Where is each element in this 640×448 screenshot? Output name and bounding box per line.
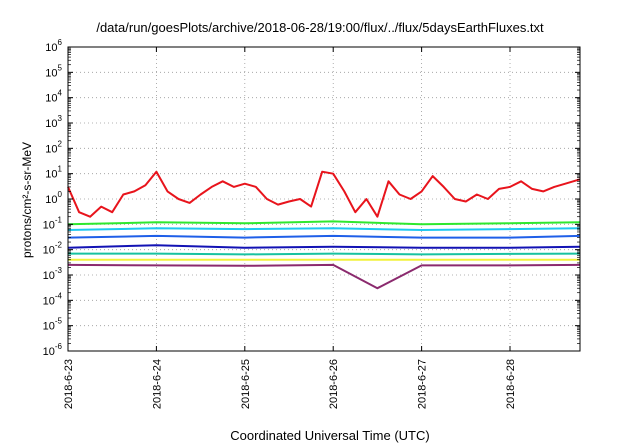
series-line-3 <box>67 227 581 231</box>
y-tick-label: 101 <box>45 165 62 181</box>
series-line-2 <box>67 220 581 226</box>
y-tick-label: 106 <box>45 38 62 54</box>
series-line-8 <box>67 263 581 290</box>
x-axis-label: Coordinated Universal Time (UTC) <box>230 428 430 443</box>
y-axis-label: protons/cm²-s-sr-MeV <box>20 110 34 290</box>
x-axis: 2018-6-23 2018-6-24 2018-6-25 2018-6-26 2018… <box>63 47 517 409</box>
y-tick-label: 10-5 <box>43 317 63 333</box>
x-tick-label: 2018-6-25 <box>240 359 252 409</box>
x-tick-label: 2018-6-23 <box>63 359 75 409</box>
y-tick-label: 105 <box>45 63 62 79</box>
series-line-4 <box>67 234 581 239</box>
y-tick-label: 10-3 <box>43 266 63 282</box>
y-tick-label: 10-4 <box>43 291 63 307</box>
x-tick-label: 2018-6-24 <box>151 359 163 409</box>
y-axis-label-text: protons/cm²-s-sr-MeV <box>20 142 34 259</box>
series-lines <box>67 170 581 290</box>
y-tick-label: 10-6 <box>43 342 63 358</box>
y-tick-label: 10-2 <box>43 241 63 257</box>
series-line-1 <box>67 170 581 218</box>
x-tick-label: 2018-6-26 <box>328 359 340 409</box>
chart-title: /data/run/goesPlots/archive/2018-06-28/1… <box>96 20 544 35</box>
y-axis: 10-6 10-5 10-4 10-3 10-2 10-1 100 101 102 103 104 1… <box>43 38 580 358</box>
y-tick-label: 10-1 <box>43 215 63 231</box>
y-tick-label: 103 <box>45 114 62 130</box>
y-tick-label: 100 <box>45 190 62 206</box>
x-tick-label: 2018-6-28 <box>505 359 517 409</box>
x-tick-label: 2018-6-27 <box>417 359 429 409</box>
y-tick-label: 102 <box>45 139 62 155</box>
series-line-5 <box>67 244 581 249</box>
series-line-6 <box>68 252 581 256</box>
y-tick-label: 104 <box>45 89 62 105</box>
